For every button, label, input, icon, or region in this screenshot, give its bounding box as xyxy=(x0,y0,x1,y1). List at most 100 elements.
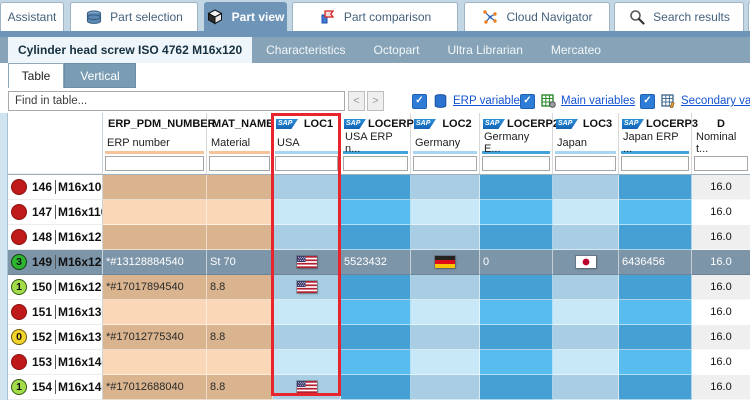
cell-loc1[interactable] xyxy=(273,300,341,325)
filter-input-mat[interactable] xyxy=(209,156,270,171)
cell-loc1[interactable] xyxy=(273,350,341,375)
cell-mat[interactable] xyxy=(207,200,273,225)
cell-loc3[interactable] xyxy=(553,200,619,225)
cell-loc2[interactable] xyxy=(411,325,480,350)
tab-search-results[interactable]: Search results xyxy=(614,2,744,31)
row-header[interactable]: 146M16x100 xyxy=(8,175,103,200)
cell-locerp3[interactable] xyxy=(619,225,692,250)
tab-part-selection[interactable]: Part selection xyxy=(70,2,198,31)
cell-loc2[interactable] xyxy=(411,375,480,400)
subtab-cylinder-head-screw-iso-4762-m16x120[interactable]: Cylinder head screw ISO 4762 M16x120 xyxy=(8,37,253,63)
link-main-variables[interactable]: Main variables xyxy=(561,95,636,107)
filter-input-loc1[interactable] xyxy=(275,156,338,171)
filter-input-loc2[interactable] xyxy=(413,156,477,171)
cell-loc2[interactable] xyxy=(411,200,480,225)
cell-loc2[interactable] xyxy=(411,250,480,275)
cell-mat[interactable] xyxy=(207,300,273,325)
cell-loc1[interactable] xyxy=(273,325,341,350)
cell-d[interactable]: 16.0 xyxy=(692,250,750,275)
filter-input-erp[interactable] xyxy=(105,156,204,171)
cell-loc1[interactable] xyxy=(273,175,341,200)
cell-locerp3[interactable] xyxy=(619,325,692,350)
cell-loc3[interactable] xyxy=(553,350,619,375)
cell-loc1[interactable] xyxy=(273,375,341,400)
filter-input-d[interactable] xyxy=(694,156,748,171)
table-row[interactable]: 151M16x130 16.0 xyxy=(8,300,750,325)
cell-erp[interactable] xyxy=(103,300,207,325)
cell-loc1[interactable] xyxy=(273,225,341,250)
table-row[interactable]: 148M16x120 16.0 xyxy=(8,225,750,250)
row-header[interactable]: 0152M16x130 xyxy=(8,325,103,350)
find-in-table-input[interactable] xyxy=(8,91,345,111)
tab-part-view[interactable]: Part view xyxy=(204,2,287,31)
column-header-loc1[interactable]: SAP LOC1 USA xyxy=(273,113,341,174)
cell-mat[interactable] xyxy=(207,350,273,375)
checkbox-erp-variables[interactable]: ✓ xyxy=(412,93,427,109)
table-row[interactable]: 147 M16x110 16.0 xyxy=(8,200,750,225)
cell-locerp3[interactable] xyxy=(619,200,692,225)
cell-locerp3[interactable] xyxy=(619,375,692,400)
checkbox-secondary-varia[interactable]: ✓ xyxy=(640,93,655,109)
cell-locerp3[interactable] xyxy=(619,275,692,300)
cell-mat[interactable]: 8.8 xyxy=(207,275,273,300)
cell-erp[interactable]: *#17012688040 xyxy=(103,375,207,400)
cell-locerp1[interactable] xyxy=(341,275,411,300)
cell-erp[interactable]: *#17017894540 xyxy=(103,275,207,300)
cell-d[interactable]: 16.0 xyxy=(692,350,750,375)
cell-loc2[interactable] xyxy=(411,175,480,200)
cell-erp[interactable] xyxy=(103,225,207,250)
cell-locerp2[interactable] xyxy=(480,325,553,350)
link-secondary-varia[interactable]: Secondary varia xyxy=(681,95,750,107)
filter-input-locerp3[interactable] xyxy=(621,156,689,171)
table-row[interactable]: 153M16x140 16.0 xyxy=(8,350,750,375)
subtab-mercateo[interactable]: Mercateo xyxy=(550,43,601,57)
filter-input-locerp1[interactable] xyxy=(343,156,408,171)
cell-erp[interactable]: *#17012775340 xyxy=(103,325,207,350)
cell-erp[interactable]: *#13128884540 xyxy=(103,250,207,275)
cell-loc3[interactable] xyxy=(553,300,619,325)
tab-assistant[interactable]: Assistant xyxy=(0,2,64,31)
subtab-characteristics[interactable]: Characteristics xyxy=(266,43,346,57)
tab-cloud-navigator[interactable]: Cloud Navigator xyxy=(464,2,610,31)
cell-locerp1[interactable] xyxy=(341,300,411,325)
row-header[interactable]: 3149M16x120 xyxy=(8,250,103,275)
cell-locerp1[interactable] xyxy=(341,175,411,200)
cell-d[interactable]: 16.0 xyxy=(692,275,750,300)
row-header[interactable]: 1154M16x140 xyxy=(8,375,103,400)
cell-locerp3[interactable] xyxy=(619,175,692,200)
cell-loc2[interactable] xyxy=(411,225,480,250)
cell-locerp2[interactable] xyxy=(480,200,553,225)
cell-locerp2[interactable] xyxy=(480,225,553,250)
row-header[interactable]: 153M16x140 xyxy=(8,350,103,375)
cell-locerp3[interactable]: 6436456 xyxy=(619,250,692,275)
cell-d[interactable]: 16.0 xyxy=(692,375,750,400)
cell-d[interactable]: 16.0 xyxy=(692,225,750,250)
cell-loc3[interactable] xyxy=(553,375,619,400)
cell-mat[interactable] xyxy=(207,225,273,250)
cell-mat[interactable]: St 70 xyxy=(207,250,273,275)
row-header[interactable]: 147 M16x110 xyxy=(8,200,103,225)
column-header-locerp1[interactable]: SAP LOCERP1 USA ERP n... xyxy=(341,113,420,174)
column-header-locerp2[interactable]: SAP LOCERP2 Germany E... xyxy=(480,113,559,174)
subtab-octopart[interactable]: Octopart xyxy=(373,43,420,57)
column-header-d[interactable]: D Nominal t... xyxy=(692,113,750,174)
cell-locerp1[interactable] xyxy=(341,200,411,225)
cell-loc1[interactable] xyxy=(273,275,341,300)
cell-erp[interactable] xyxy=(103,200,207,225)
row-header[interactable]: 151M16x130 xyxy=(8,300,103,325)
cell-locerp1[interactable] xyxy=(341,350,411,375)
cell-d[interactable]: 16.0 xyxy=(692,325,750,350)
cell-locerp3[interactable] xyxy=(619,350,692,375)
cell-loc3[interactable] xyxy=(553,275,619,300)
cell-loc2[interactable] xyxy=(411,275,480,300)
cell-locerp2[interactable] xyxy=(480,300,553,325)
cell-locerp3[interactable] xyxy=(619,300,692,325)
cell-mat[interactable]: 8.8 xyxy=(207,375,273,400)
cell-loc3[interactable] xyxy=(553,325,619,350)
cell-loc2[interactable] xyxy=(411,350,480,375)
viewtab-vertical[interactable]: Vertical xyxy=(64,63,136,88)
